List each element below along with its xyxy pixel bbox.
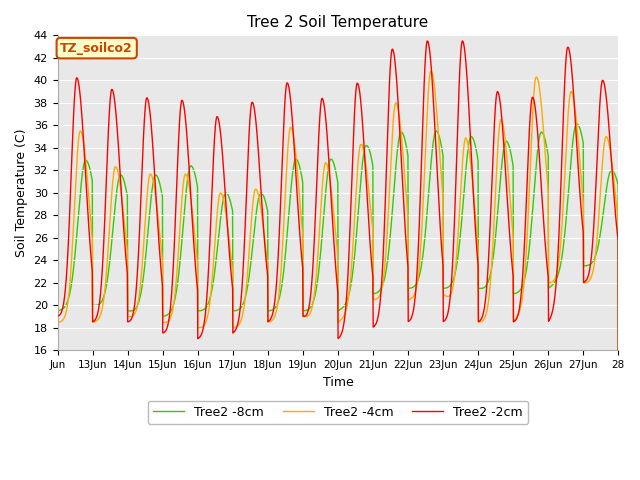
Tree2 -8cm bbox=[581, 263, 589, 269]
Tree2 -2cm bbox=[349, 152, 356, 158]
Tree2 -8cm bbox=[196, 308, 204, 313]
Tree2 -2cm bbox=[54, 313, 61, 319]
Tree2 -2cm bbox=[257, 191, 265, 197]
X-axis label: Time: Time bbox=[323, 376, 353, 389]
Tree2 -4cm bbox=[581, 280, 589, 286]
Tree2 -4cm bbox=[349, 246, 356, 252]
Tree2 -2cm bbox=[458, 38, 466, 44]
Tree2 -8cm bbox=[349, 270, 356, 276]
Tree2 -4cm bbox=[427, 68, 435, 74]
Legend: Tree2 -8cm, Tree2 -4cm, Tree2 -2cm: Tree2 -8cm, Tree2 -4cm, Tree2 -2cm bbox=[148, 401, 528, 424]
Tree2 -2cm bbox=[581, 279, 589, 285]
Tree2 -2cm bbox=[196, 335, 204, 340]
Tree2 -4cm bbox=[584, 279, 592, 285]
Tree2 -4cm bbox=[236, 321, 243, 327]
Tree2 -4cm bbox=[54, 319, 61, 325]
Title: Tree 2 Soil Temperature: Tree 2 Soil Temperature bbox=[247, 15, 429, 30]
Tree2 -4cm bbox=[257, 208, 265, 214]
Tree2 -8cm bbox=[54, 308, 61, 314]
Tree2 -2cm bbox=[584, 274, 592, 279]
Y-axis label: Soil Temperature (C): Soil Temperature (C) bbox=[15, 129, 28, 257]
Tree2 -8cm bbox=[573, 121, 580, 127]
Tree2 -8cm bbox=[257, 190, 265, 196]
Tree2 -8cm bbox=[236, 306, 243, 312]
Tree2 -8cm bbox=[584, 263, 592, 268]
Text: TZ_soilco2: TZ_soilco2 bbox=[60, 42, 133, 55]
Line: Tree2 -2cm: Tree2 -2cm bbox=[58, 41, 618, 480]
Line: Tree2 -4cm: Tree2 -4cm bbox=[58, 71, 618, 480]
Tree2 -2cm bbox=[236, 312, 243, 318]
Line: Tree2 -8cm: Tree2 -8cm bbox=[58, 124, 618, 480]
Tree2 -4cm bbox=[196, 325, 204, 331]
